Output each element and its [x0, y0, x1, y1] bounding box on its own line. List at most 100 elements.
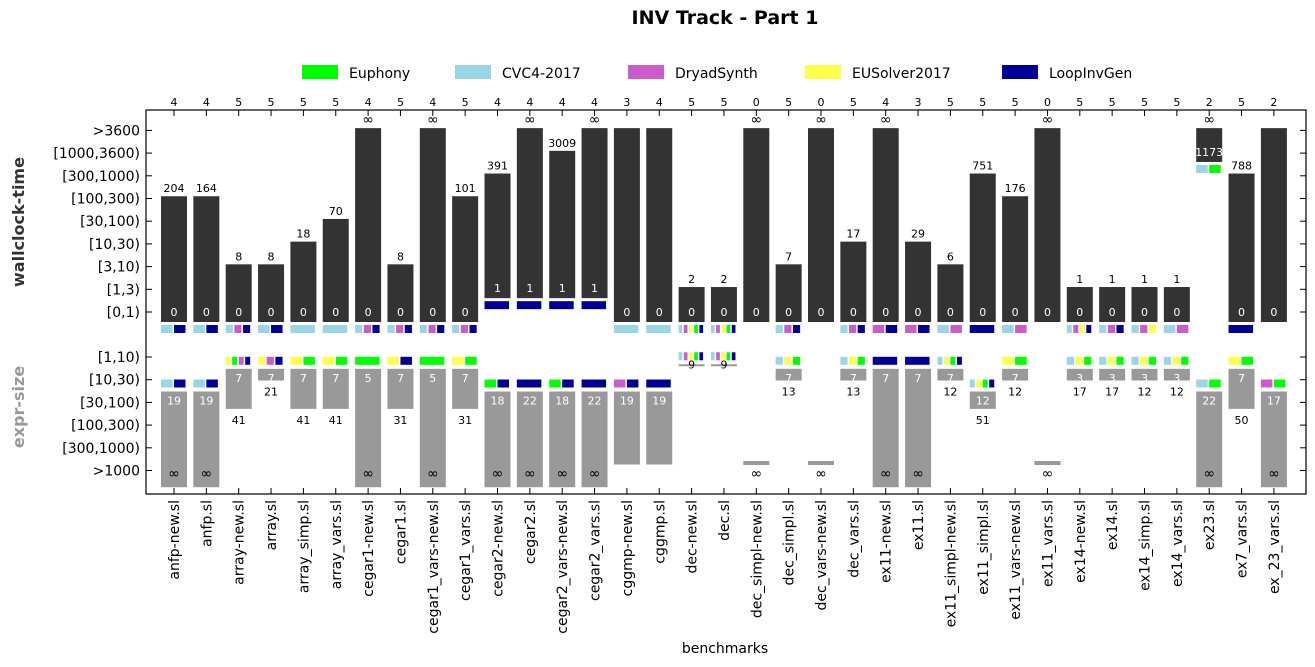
time-tick-label: [300,1000) — [62, 169, 140, 185]
size-tick-label: [1,10) — [98, 350, 140, 366]
size-bar — [775, 368, 802, 381]
time-max-label: 8 — [397, 250, 404, 263]
size-max-label: 41 — [296, 414, 310, 427]
time-min-label: 0 — [1109, 306, 1116, 319]
solver-mark — [1196, 164, 1208, 173]
legend-swatch — [1002, 65, 1038, 79]
time-max-label: 1 — [1173, 273, 1180, 286]
solver-mark — [699, 325, 704, 333]
solver-mark — [206, 325, 218, 333]
legend-swatch — [302, 65, 338, 79]
solver-mark — [1196, 379, 1208, 388]
benchmark-label: cegar2-new.sl — [491, 500, 507, 597]
solver-mark — [174, 325, 186, 333]
benchmark-label: cegar1-new.sl — [361, 500, 377, 597]
time-max-label: 29 — [911, 228, 925, 241]
time-tick-label: [0,1) — [107, 305, 140, 321]
solver-mark — [290, 356, 302, 365]
size-bar — [549, 391, 576, 488]
solver-mark — [460, 325, 468, 333]
solver-mark — [243, 325, 251, 333]
size-max-label: 9 — [688, 358, 695, 371]
solver-mark — [937, 325, 949, 333]
time-max-label: 8 — [268, 250, 275, 263]
size-min-label: 7 — [268, 372, 275, 385]
size-max-label: 51 — [976, 414, 990, 427]
size-max-label: ∞ — [1042, 466, 1054, 482]
solver-mark — [581, 379, 607, 388]
solver-mark — [562, 379, 574, 388]
solver-mark — [731, 352, 736, 361]
solver-mark — [238, 356, 244, 365]
size-max-label: 13 — [846, 386, 860, 399]
time-min-label: 0 — [1270, 306, 1277, 319]
size-bar — [581, 391, 608, 488]
solver-mark — [1131, 325, 1139, 333]
time-min-label: 0 — [688, 306, 695, 319]
solver-mark — [1163, 325, 1176, 333]
size-min-label: 7 — [850, 372, 857, 385]
size-bar — [969, 391, 996, 409]
solved-count: 2 — [1270, 96, 1277, 109]
size-max-label: 12 — [1138, 386, 1152, 399]
size-bar — [419, 368, 446, 488]
solver-mark — [1015, 325, 1027, 333]
size-tick-label: [30,100) — [80, 395, 140, 411]
solver-mark — [363, 325, 371, 333]
solver-mark — [694, 325, 698, 333]
legend: Euphony CVC4-2017 DryadSynth EUSolver2017 Lo… — [302, 65, 1132, 82]
solved-count: 5 — [235, 96, 242, 109]
benchmark-label: dec_vars.sl — [846, 500, 862, 578]
size-min-label: 18 — [555, 395, 569, 408]
size-max-label: ∞ — [201, 466, 213, 482]
time-tick-label: [3,10) — [98, 260, 140, 276]
benchmark-label: array.sl — [264, 500, 280, 550]
solver-mark — [174, 379, 186, 388]
x-axis-label: benchmarks — [682, 641, 768, 657]
benchmark-label: dec_simpl.sl — [782, 500, 798, 585]
time-bar — [808, 128, 834, 322]
solved-count: 5 — [1173, 96, 1180, 109]
time-min-label: 0 — [365, 306, 372, 319]
time-min-label: 0 — [850, 306, 857, 319]
size-bar — [161, 391, 187, 488]
size-min-label: 12 — [976, 395, 990, 408]
time-max-label: 7 — [785, 250, 792, 263]
solver-mark — [775, 325, 783, 333]
time-tick-label: [1000,3600) — [53, 146, 140, 162]
size-max-label: 41 — [232, 414, 246, 427]
solver-mark — [581, 301, 607, 310]
solver-mark — [387, 356, 399, 365]
solved-count: 4 — [365, 96, 372, 109]
size-min-label: 19 — [199, 395, 213, 408]
solver-mark — [699, 352, 704, 361]
solver-mark — [1116, 356, 1124, 365]
solver-mark — [258, 356, 266, 365]
time-min-label: 1 — [494, 282, 501, 295]
size-max-label: ∞ — [912, 466, 924, 482]
size-bar — [808, 461, 834, 465]
solver-mark — [290, 325, 315, 333]
size-min-label: 7 — [397, 372, 404, 385]
solver-mark — [683, 352, 688, 361]
solver-mark — [1140, 356, 1148, 365]
solved-count: 5 — [1141, 96, 1148, 109]
solver-mark — [396, 325, 404, 333]
time-bar — [355, 128, 382, 322]
solver-mark — [452, 325, 460, 333]
size-max-label: 12 — [943, 386, 957, 399]
size-min-label: 3 — [1109, 372, 1116, 385]
solved-count: 4 — [526, 96, 533, 109]
size-bar — [225, 368, 252, 409]
solver-mark — [1066, 325, 1072, 333]
solver-mark — [372, 325, 380, 333]
time-bar — [1260, 128, 1287, 322]
solver-mark — [1107, 356, 1115, 365]
solver-mark — [710, 325, 715, 333]
solved-count: 3 — [915, 96, 922, 109]
size-min-label: 19 — [620, 395, 634, 408]
time-bar — [161, 196, 187, 322]
time-bar — [1002, 196, 1029, 322]
solver-mark — [678, 352, 683, 361]
time-min-label: 0 — [397, 306, 404, 319]
